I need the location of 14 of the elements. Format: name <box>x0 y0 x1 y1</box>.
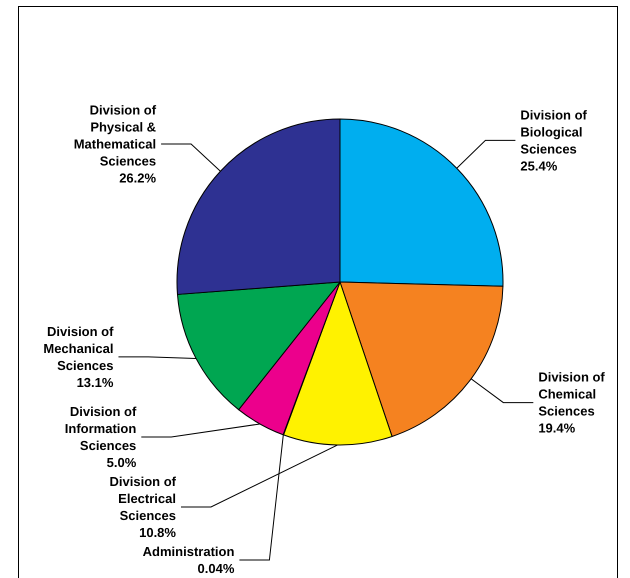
slice-label: Division of Chemical Sciences <box>538 370 606 419</box>
data-label: 25.4% <box>520 158 558 174</box>
slice-label: Division of Biological Sciences <box>520 107 588 156</box>
data-label: 13.1% <box>76 374 114 390</box>
data-label: 26.2% <box>119 170 157 186</box>
data-label: 19.4% <box>538 420 576 436</box>
slice-label: Division of Physical & Mathematical Sciences <box>74 102 157 169</box>
data-label: 10.8% <box>139 525 176 540</box>
slice-label: Division of Information Sciences <box>64 404 137 453</box>
slice-label: Division of Mechanical Sciences <box>43 324 114 373</box>
data-label: 5.0% <box>106 455 137 470</box>
slice-label: Administration <box>142 544 234 559</box>
slice-label: Division of Electrical Sciences <box>110 474 177 523</box>
data-label: 0.04% <box>198 561 235 576</box>
